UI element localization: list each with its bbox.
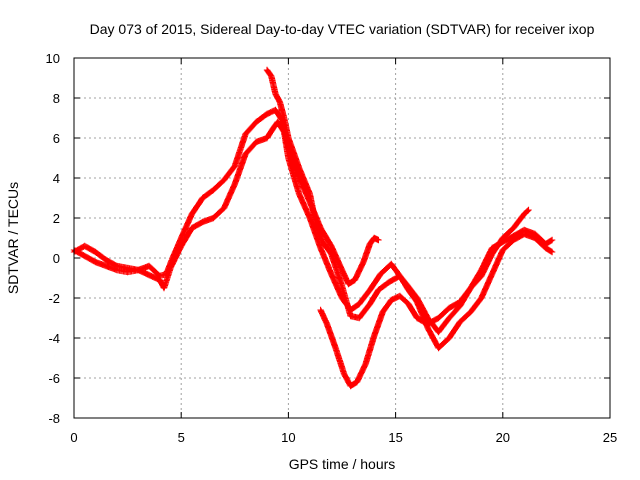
y-tick-label: -6 (48, 371, 60, 386)
chart-title: Day 073 of 2015, Sidereal Day-to-day VTE… (90, 21, 595, 37)
series-satellite-track-b (70, 118, 556, 352)
plot-frame (73, 57, 611, 419)
y-tick-label: 0 (53, 251, 60, 266)
y-tick-label: 10 (46, 51, 60, 66)
y-tick-label: 8 (53, 91, 60, 106)
x-tick-label: 10 (281, 430, 295, 445)
y-tick-label: -8 (48, 411, 60, 426)
series-satellite-track-d (317, 226, 556, 390)
x-axis-label: GPS time / hours (289, 456, 396, 472)
x-tick-label: 25 (603, 430, 617, 445)
y-tick-label: 6 (53, 131, 60, 146)
data-points-satellite-track-d (317, 226, 556, 390)
y-tick-label: 2 (53, 211, 60, 226)
x-tick-label: 5 (178, 430, 185, 445)
y-tick-label: -2 (48, 291, 60, 306)
x-tick-label: 20 (496, 430, 510, 445)
axis-ticks: 0 5 10 15 20 25 -8 -6 -4 -2 0 2 4 6 8 10 (46, 51, 618, 445)
y-axis-label: SDTVAR / TECUs (5, 182, 21, 294)
x-tick-label: 15 (388, 430, 402, 445)
data-series (70, 66, 556, 390)
y-tick-label: 4 (53, 171, 60, 186)
y-tick-label: -4 (48, 331, 60, 346)
data-points-satellite-track-b (70, 118, 556, 352)
x-tick-label: 0 (70, 430, 77, 445)
